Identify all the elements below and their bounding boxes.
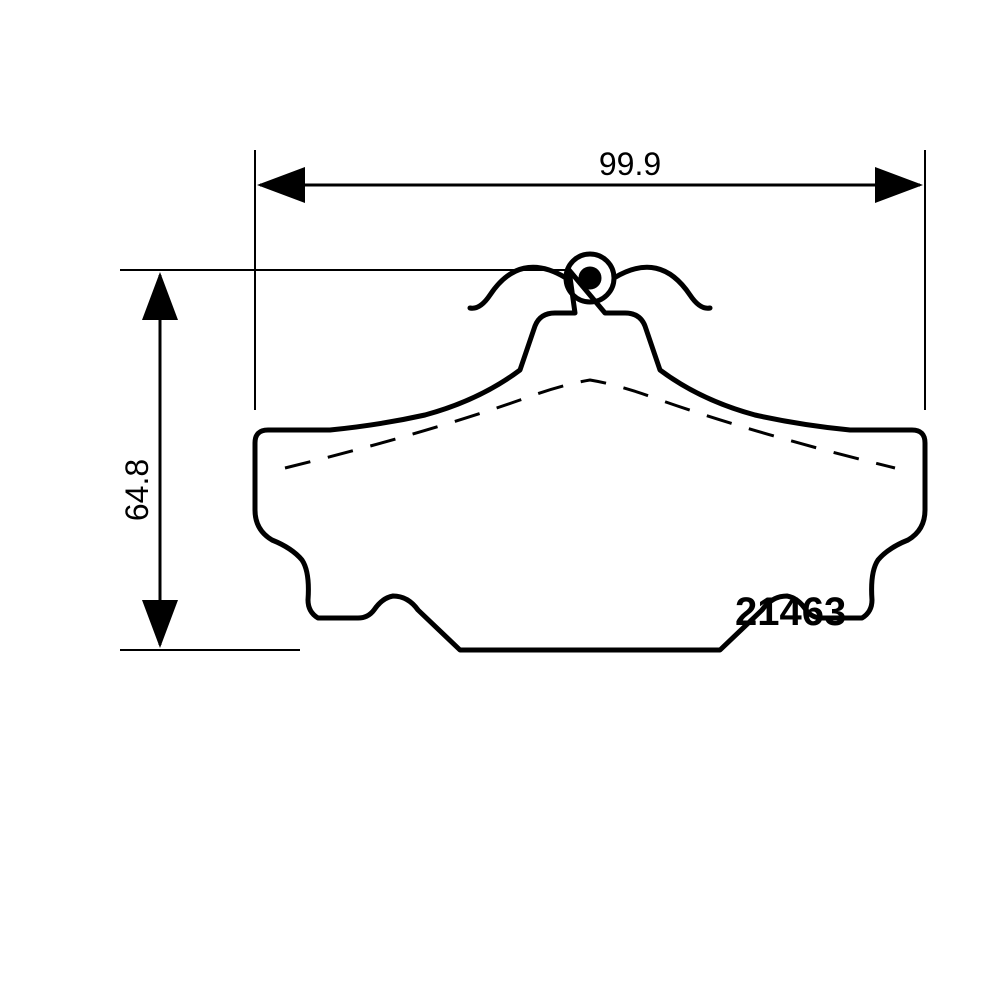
part-number-label: 21463	[735, 590, 846, 634]
extension-lines	[120, 150, 925, 650]
dimension-lines	[160, 185, 920, 645]
height-dimension-label: 64.8	[119, 459, 155, 521]
width-dimension-label: 99.9	[599, 146, 661, 182]
technical-drawing: 99.9 64.8 21463	[0, 0, 1000, 1000]
